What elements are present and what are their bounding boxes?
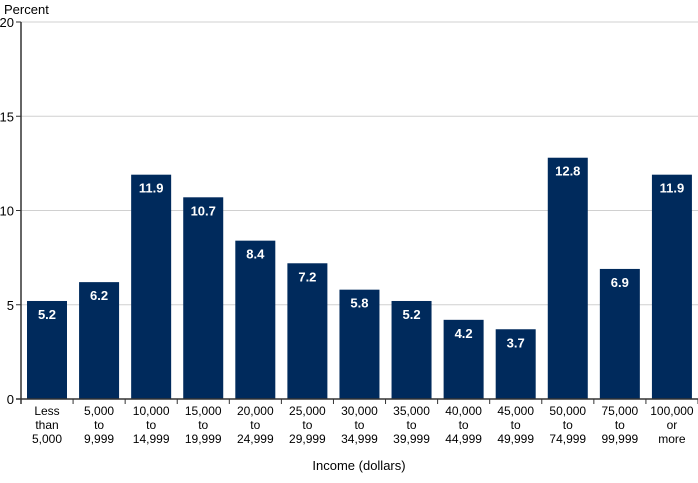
data-label: 5.2: [402, 307, 420, 322]
y-tick-label: 5: [7, 298, 14, 313]
x-tick-label: 50,000: [549, 404, 586, 418]
x-tick-label: 39,999: [393, 432, 430, 446]
x-tick-label: 10,000: [133, 404, 170, 418]
bar: [651, 174, 692, 399]
x-tick-label: 5,000: [84, 404, 114, 418]
y-tick-label: 0: [7, 392, 14, 407]
x-tick-label: to: [563, 418, 573, 432]
data-label: 5.8: [350, 296, 368, 311]
bar: [27, 300, 67, 399]
x-tick-label: 34,999: [341, 432, 378, 446]
x-tick-label: 9,999: [84, 432, 114, 446]
x-tick-label: or: [667, 418, 678, 432]
x-tick-label: 45,000: [497, 404, 534, 418]
x-tick-label: to: [354, 418, 364, 432]
x-tick-label: to: [459, 418, 469, 432]
x-tick-label: 15,000: [185, 404, 222, 418]
x-tick-label: to: [250, 418, 260, 432]
x-tick-label: to: [198, 418, 208, 432]
y-tick-label: 10: [0, 204, 14, 219]
y-tick-label: 15: [0, 109, 14, 124]
x-tick-label: to: [407, 418, 417, 432]
bar: [287, 263, 328, 399]
x-tick-label: to: [302, 418, 312, 432]
bar: [339, 289, 380, 399]
data-label: 6.2: [90, 288, 108, 303]
y-axis-title: Percent: [4, 2, 49, 17]
data-label: 11.9: [139, 181, 164, 196]
bar: [183, 197, 224, 399]
x-tick-label: 25,000: [289, 404, 326, 418]
y-tick-label: 20: [0, 15, 14, 30]
x-tick-label: 19,999: [185, 432, 222, 446]
x-tick-label: to: [615, 418, 625, 432]
x-tick-label: 29,999: [289, 432, 326, 446]
x-tick-label: to: [511, 418, 521, 432]
x-tick-label: 75,000: [601, 404, 638, 418]
bar: [547, 157, 588, 399]
x-tick-label: 14,999: [133, 432, 170, 446]
x-tick-label: 24,999: [237, 432, 274, 446]
x-tick-label: 99,999: [601, 432, 638, 446]
x-tick-label: more: [658, 432, 686, 446]
x-tick-label: 35,000: [393, 404, 430, 418]
data-label: 11.9: [660, 181, 685, 196]
x-tick-label: Less: [34, 404, 59, 418]
x-tick-label: 44,999: [445, 432, 482, 446]
data-label: 3.7: [507, 335, 525, 350]
data-label: 4.2: [455, 326, 473, 341]
bar: [131, 174, 172, 399]
bar: [599, 268, 640, 399]
x-axis-title: Income (dollars): [312, 458, 405, 473]
x-tick-label: 49,999: [497, 432, 534, 446]
bar: [495, 329, 536, 399]
x-tick-label: 30,000: [341, 404, 378, 418]
data-label: 12.8: [555, 164, 580, 179]
x-tick-label: 20,000: [237, 404, 274, 418]
x-tick-label: 40,000: [445, 404, 482, 418]
data-label: 7.2: [298, 269, 316, 284]
data-label: 10.7: [191, 203, 216, 218]
x-tick-label: 74,999: [549, 432, 586, 446]
x-tick-label: 5,000: [32, 432, 62, 446]
data-label: 5.2: [38, 307, 56, 322]
data-label: 6.9: [611, 275, 629, 290]
bar: [235, 240, 276, 399]
bar: [391, 300, 432, 399]
x-tick-label: than: [35, 418, 58, 432]
x-tick-label: to: [146, 418, 156, 432]
x-tick-label: to: [94, 418, 104, 432]
x-tick-label: 100,000: [650, 404, 694, 418]
data-label: 8.4: [246, 247, 265, 262]
bar: [443, 319, 484, 399]
bar: [79, 282, 120, 399]
